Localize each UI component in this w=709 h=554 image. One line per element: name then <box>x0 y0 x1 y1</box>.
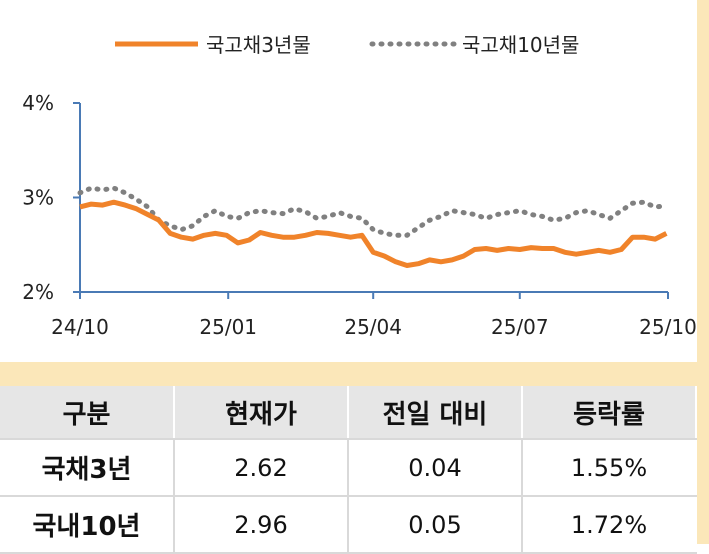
table-row: 국내10년 2.96 0.05 1.72% <box>0 496 697 554</box>
legend-label-10y: 국고채10년물 <box>462 33 579 57</box>
x-tick-label: 25/04 <box>344 315 402 339</box>
yield-summary-table: 구분 현재가 전일 대비 등락률 국채3년 2.62 0.04 1.55% 국내… <box>0 386 697 554</box>
y-axis-ticks: 4% 3% 2% <box>22 91 80 304</box>
row-label-3y: 국채3년 <box>0 439 175 497</box>
header-change-rate: 등락률 <box>522 386 697 440</box>
y-tick-label: 4% <box>22 91 54 115</box>
x-axis-ticks: 24/10 25/01 25/04 25/07 25/10 <box>51 292 697 339</box>
cell-daily-change: 0.05 <box>348 496 523 554</box>
legend-label-3y: 국고채3년물 <box>206 33 311 57</box>
cell-daily-change: 0.04 <box>348 439 523 497</box>
legend: 국고채3년물 국고채10년물 <box>115 33 579 57</box>
header-current-price: 현재가 <box>174 386 349 440</box>
header-category: 구분 <box>0 386 175 440</box>
series-line-10y <box>77 185 669 238</box>
table-header-row: 구분 현재가 전일 대비 등락률 <box>0 386 697 440</box>
cell-change-rate: 1.55% <box>522 439 697 497</box>
cell-change-rate: 1.72% <box>522 496 697 554</box>
decorative-side-strip <box>697 0 709 544</box>
x-tick-label: 25/07 <box>491 315 549 339</box>
series-line-3y <box>79 199 668 268</box>
table-row: 국채3년 2.62 0.04 1.55% <box>0 439 697 497</box>
x-tick-label: 25/01 <box>199 315 257 339</box>
cell-current-price: 2.62 <box>174 439 349 497</box>
x-tick-label: 24/10 <box>51 315 109 339</box>
yield-line-chart: 국고채3년물 국고채10년물 4% 3% 2% 24/10 25/01 25/04 25/… <box>22 33 697 339</box>
y-tick-label: 3% <box>22 186 54 210</box>
x-tick-label: 25/10 <box>639 315 697 339</box>
decorative-band <box>0 362 697 386</box>
header-daily-change: 전일 대비 <box>348 386 523 440</box>
y-tick-label: 2% <box>22 280 54 304</box>
chart-area: 국고채3년물 국고채10년물 4% 3% 2% 24/10 25/01 25/04 25/… <box>22 33 697 339</box>
series-layer <box>77 185 669 268</box>
axes <box>79 103 668 293</box>
cell-current-price: 2.96 <box>174 496 349 554</box>
row-label-10y: 국내10년 <box>0 496 175 554</box>
